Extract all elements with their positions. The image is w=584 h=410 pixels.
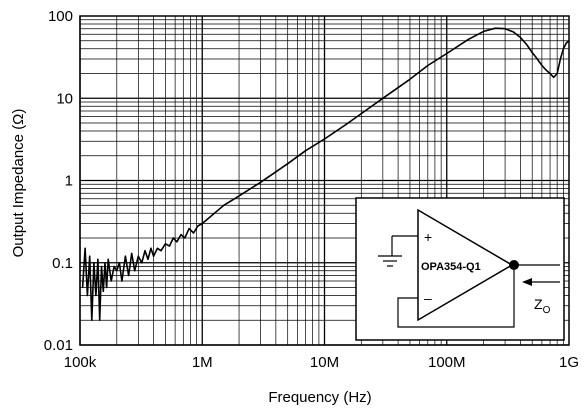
data-point bbox=[156, 247, 159, 249]
data-point bbox=[536, 58, 538, 60]
data-point bbox=[124, 255, 126, 257]
data-point bbox=[238, 195, 240, 197]
plus-symbol: + bbox=[424, 229, 432, 245]
data-point bbox=[559, 58, 561, 60]
data-point bbox=[193, 232, 195, 234]
data-point bbox=[519, 36, 521, 38]
zo-label: ZO bbox=[534, 296, 551, 316]
data-point bbox=[482, 30, 485, 32]
data-point bbox=[184, 237, 186, 239]
data-point bbox=[549, 72, 551, 75]
data-point bbox=[568, 40, 570, 42]
ground-icon bbox=[378, 255, 402, 267]
y-tick-label: 100 bbox=[48, 8, 73, 25]
data-point bbox=[176, 241, 178, 243]
data-point bbox=[99, 319, 101, 321]
data-point bbox=[91, 319, 93, 321]
data-point bbox=[504, 28, 506, 30]
inset-schematic: + – OPA354-Q1 ZO bbox=[355, 197, 565, 341]
series-points bbox=[81, 27, 570, 321]
y-tick-label: 1 bbox=[65, 173, 73, 190]
data-point bbox=[409, 78, 411, 80]
x-tick-label: 1G bbox=[559, 354, 579, 371]
data-point bbox=[134, 270, 136, 272]
arrow-left-icon bbox=[522, 278, 532, 286]
data-point bbox=[113, 265, 115, 268]
data-point bbox=[446, 52, 448, 55]
data-point bbox=[494, 27, 496, 29]
data-point bbox=[107, 258, 109, 260]
data-point bbox=[105, 286, 108, 289]
data-point bbox=[81, 286, 84, 289]
data-point bbox=[562, 48, 565, 50]
x-tick-label: 100k bbox=[64, 354, 97, 371]
data-point bbox=[93, 262, 95, 264]
data-point bbox=[553, 76, 555, 78]
x-axis-label: Frequency (Hz) bbox=[268, 389, 371, 406]
data-point bbox=[164, 243, 167, 245]
data-point bbox=[95, 294, 97, 297]
data-point bbox=[110, 280, 112, 282]
data-point bbox=[512, 31, 514, 33]
y-tick-label: 10 bbox=[56, 90, 73, 107]
y-tick-label: 0.1 bbox=[52, 255, 73, 272]
tick-labels: 100k 1M 10M 100M 1G 0.01 0.1 1 10 100 bbox=[44, 8, 579, 371]
data-point bbox=[427, 64, 429, 67]
data-point bbox=[556, 72, 558, 75]
data-point bbox=[102, 290, 104, 292]
data-point bbox=[168, 245, 171, 247]
data-point bbox=[304, 150, 307, 152]
data-point bbox=[360, 113, 362, 115]
data-point bbox=[141, 262, 143, 264]
data-point bbox=[323, 138, 326, 140]
data-point bbox=[545, 69, 547, 71]
data-point bbox=[118, 262, 120, 264]
data-point bbox=[172, 237, 174, 239]
data-point bbox=[97, 258, 99, 260]
data-point bbox=[153, 255, 155, 257]
y-axis-label: Output Impedance (Ω) bbox=[10, 109, 27, 258]
minus-symbol: – bbox=[424, 290, 432, 306]
data-point bbox=[287, 163, 289, 165]
data-point bbox=[382, 97, 384, 99]
data-point bbox=[128, 274, 130, 277]
data-point bbox=[89, 255, 91, 257]
data-point bbox=[147, 258, 149, 260]
plot-frame bbox=[79, 15, 570, 346]
data-point bbox=[188, 228, 190, 230]
data-point bbox=[526, 43, 528, 46]
x-tick-label: 100M bbox=[428, 354, 466, 371]
x-tick-label: 1M bbox=[192, 354, 213, 371]
data-point bbox=[100, 265, 103, 268]
data-point bbox=[160, 250, 162, 252]
data-point bbox=[121, 280, 123, 282]
opamp-triangle-icon bbox=[417, 208, 514, 322]
data-point bbox=[565, 42, 567, 44]
data-point bbox=[197, 225, 199, 227]
data-point bbox=[84, 247, 86, 249]
feedback-wire bbox=[397, 265, 515, 328]
data-point bbox=[86, 294, 89, 297]
x-tick-label: 10M bbox=[310, 354, 339, 371]
data-point bbox=[180, 233, 182, 236]
y-tick-label: 0.01 bbox=[44, 337, 73, 354]
data-point bbox=[259, 181, 262, 183]
data-point bbox=[541, 64, 543, 67]
data-point bbox=[467, 38, 469, 40]
data-point bbox=[150, 247, 152, 249]
data-point bbox=[116, 270, 118, 272]
data-point bbox=[144, 250, 146, 252]
data-point bbox=[104, 262, 106, 264]
data-point bbox=[131, 252, 133, 254]
data-point bbox=[201, 222, 203, 225]
data-point bbox=[137, 255, 139, 257]
device-label: OPA354-Q1 bbox=[421, 261, 481, 273]
data-point bbox=[345, 123, 347, 126]
data-point bbox=[223, 204, 225, 206]
data-point bbox=[531, 51, 533, 54]
